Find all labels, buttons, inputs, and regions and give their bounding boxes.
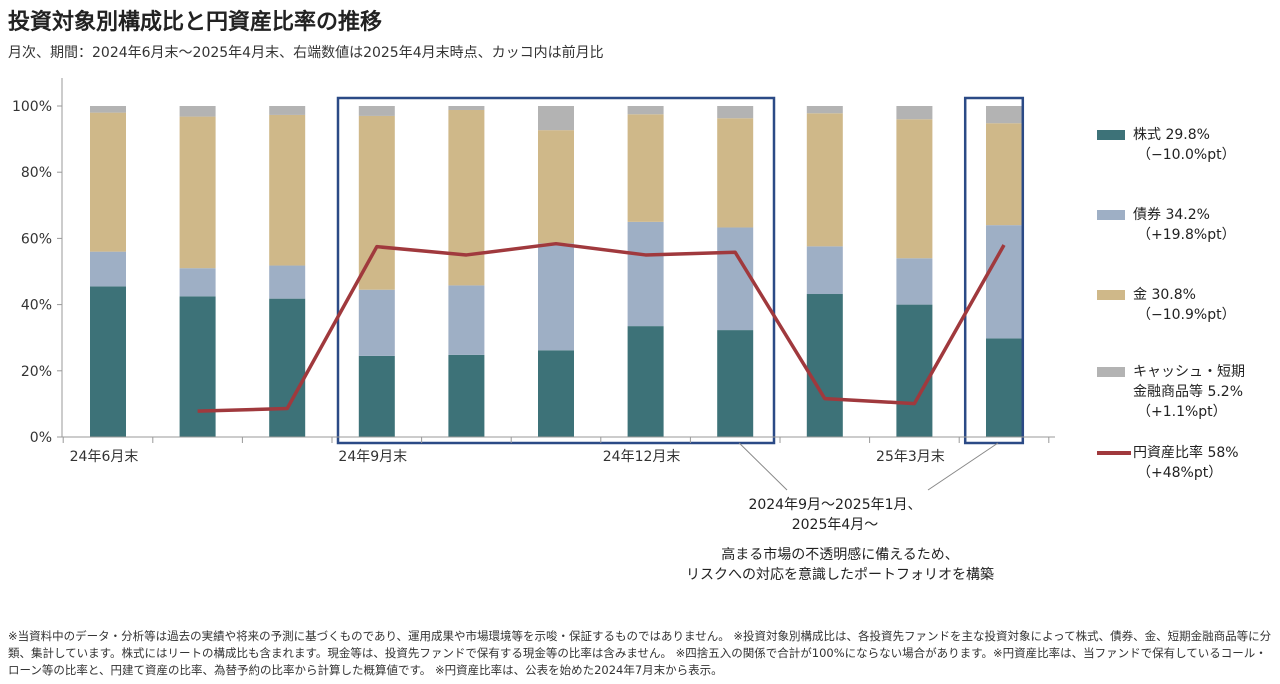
x-tick-label: 24年6月末	[70, 449, 139, 465]
bar-segment-gold	[358, 115, 395, 290]
x-tick-label: 24年12月末	[603, 449, 681, 465]
callout-line	[738, 442, 788, 491]
y-tick-label: 100%	[12, 99, 52, 115]
stacked-bar-chart: 0% 20% 40% 60% 80% 100% 24年6月末 24年9月末 24年12月末 25年…	[12, 78, 1055, 491]
bar-segment-bond	[896, 258, 933, 305]
bar-segment-bond	[179, 268, 216, 297]
bar-segment-stock	[806, 294, 843, 437]
bar-segment-cash	[179, 106, 216, 117]
annotation-line-2: 2025年4月～	[791, 517, 879, 533]
bar-segment-bond	[717, 227, 754, 331]
bar-segment-gold	[806, 113, 843, 247]
bar-segment-bond	[538, 243, 574, 351]
yen-ratio-line	[197, 241, 1006, 413]
bar-segment-cash	[269, 106, 306, 115]
bar-segment-bond	[986, 225, 1022, 339]
highlight-box	[336, 96, 776, 445]
annotation-line-3: 高まる市場の不透明感に備えるため、	[721, 547, 959, 563]
bar-segment-bond	[448, 285, 485, 355]
chart-subtitle: 月次、期間：2024年6月末～2025年4月末、右端数値は2025年4月末時点、…	[8, 45, 604, 61]
legend-gold-swatch	[1097, 290, 1125, 300]
annotation-period: 2024年9月～2025年1月、 2025年4月～	[700, 495, 970, 535]
bar-segment-stock	[269, 298, 306, 437]
bar-segment-gold	[986, 123, 1022, 226]
bar-segment-cash	[896, 106, 933, 120]
bar-segment-bond	[806, 246, 843, 295]
y-tick-label: 0%	[30, 430, 52, 446]
bar-segment-stock	[538, 350, 574, 437]
bar-segment-cash	[538, 106, 574, 131]
bar-segment-stock	[358, 355, 395, 437]
x-tick-label: 24年9月末	[338, 449, 407, 465]
x-tick-label: 25年3月末	[876, 449, 945, 465]
bar-segment-cash	[90, 106, 126, 113]
legend-bond-label: 債券 34.2%	[1133, 207, 1210, 223]
bar-segment-gold	[896, 119, 933, 259]
bar-segment-stock	[90, 286, 126, 437]
bar-segment-stock	[896, 304, 933, 437]
bar-segment-gold	[90, 112, 126, 252]
bar-segment-cash	[986, 106, 1022, 124]
bar-segment-cash	[358, 106, 395, 116]
legend-stock-swatch	[1097, 130, 1125, 140]
bar-segment-gold	[627, 114, 664, 222]
y-tick-label: 40%	[21, 298, 52, 314]
bar-segment-bond	[358, 289, 395, 356]
legend-cash-change: （+1.1%pt）	[1137, 404, 1227, 420]
legend-cash-swatch	[1097, 367, 1125, 377]
bar-segment-stock	[627, 326, 664, 437]
annotation-line-4: リスクへの対応を意識したポートフォリオを構築	[686, 567, 994, 583]
y-tick-label: 20%	[21, 364, 52, 380]
bar-segment-cash	[717, 106, 754, 119]
legend-cash-label-1: キャッシュ・短期	[1133, 364, 1245, 380]
chart-title: 投資対象別構成比と円資産比率の推移	[8, 10, 383, 35]
bar-segment-cash	[448, 106, 485, 110]
legend-yen-swatch	[1097, 451, 1131, 455]
legend-cash-label-2: 金融商品等 5.2%	[1133, 384, 1244, 400]
footnote: ※当資料中のデータ・分析等は過去の実績や将来の予測に基づくものであり、運用成果や…	[8, 629, 1272, 677]
bar-segment-bond	[269, 265, 306, 299]
y-tick-label: 80%	[21, 165, 52, 181]
bar-segment-cash	[627, 106, 664, 115]
highlight-box	[963, 96, 1025, 445]
bar-segment-stock	[179, 296, 216, 437]
bar-segment-gold	[269, 114, 306, 266]
callout-line	[927, 442, 999, 491]
annotation-line-1: 2024年9月～2025年1月、	[748, 497, 922, 513]
y-tick-label: 60%	[21, 231, 52, 247]
bar-segment-stock	[448, 354, 485, 437]
bar-segment-stock	[717, 330, 754, 437]
bar-segment-stock	[986, 338, 1022, 437]
annotation-description: 高まる市場の不透明感に備えるため、 リスクへの対応を意識したポートフォリオを構築	[640, 545, 1040, 585]
bar-segment-gold	[179, 116, 216, 269]
legend-bond-change: （+19.8%pt）	[1137, 227, 1236, 243]
legend-bond-swatch	[1097, 210, 1125, 220]
legend-gold-change: （−10.9%pt）	[1137, 307, 1236, 323]
bar-segment-bond	[90, 251, 126, 287]
bar-segment-bond	[627, 221, 664, 327]
legend-yen-label: 円資産比率 58%	[1133, 445, 1239, 461]
bar-segment-gold	[448, 109, 485, 286]
legend-yen-change: （+48%pt）	[1137, 465, 1223, 481]
legend-stock-label: 株式 29.8%	[1133, 127, 1210, 143]
bar-segment-gold	[717, 118, 754, 228]
bar-segment-gold	[538, 130, 574, 244]
bar-segment-cash	[806, 106, 843, 114]
legend-gold-label: 金 30.8%	[1133, 287, 1196, 303]
legend-stock-change: （−10.0%pt）	[1137, 147, 1236, 163]
